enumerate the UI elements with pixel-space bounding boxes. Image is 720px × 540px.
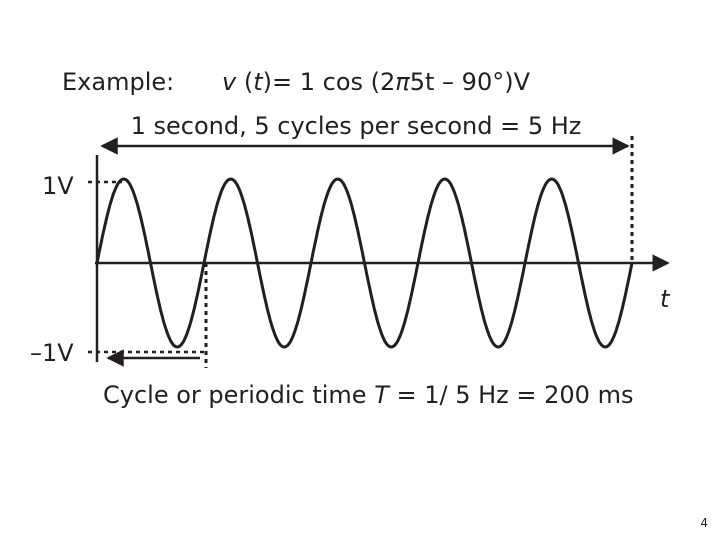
time-axis-label: t [660,285,671,313]
example-label: Example: [62,68,174,96]
period-caption: Cycle or periodic time T = 1/ 5 Hz = 200… [103,381,633,409]
formula-part: ( [236,68,253,96]
page-number: 4 [700,516,708,530]
formula-part: 5t – 90°)V [410,68,531,96]
caption-part: T [374,381,391,409]
formula-part: v [222,68,237,96]
caption-part: Cycle or periodic time [103,381,374,409]
y-bottom-label: –1V [30,339,74,367]
formula-part: π [395,68,410,96]
span-caption: 1 second, 5 cycles per second = 5 Hz [131,112,582,140]
formula: v (t)= 1 cos (2π5t – 90°)V [222,68,531,96]
formula-part: t [253,68,264,96]
sine-wave [95,177,634,349]
y-top-label: 1V [42,172,74,200]
formula-part: )= 1 cos (2 [263,68,396,96]
caption-part: = 1/ 5 Hz = 200 ms [389,381,634,409]
